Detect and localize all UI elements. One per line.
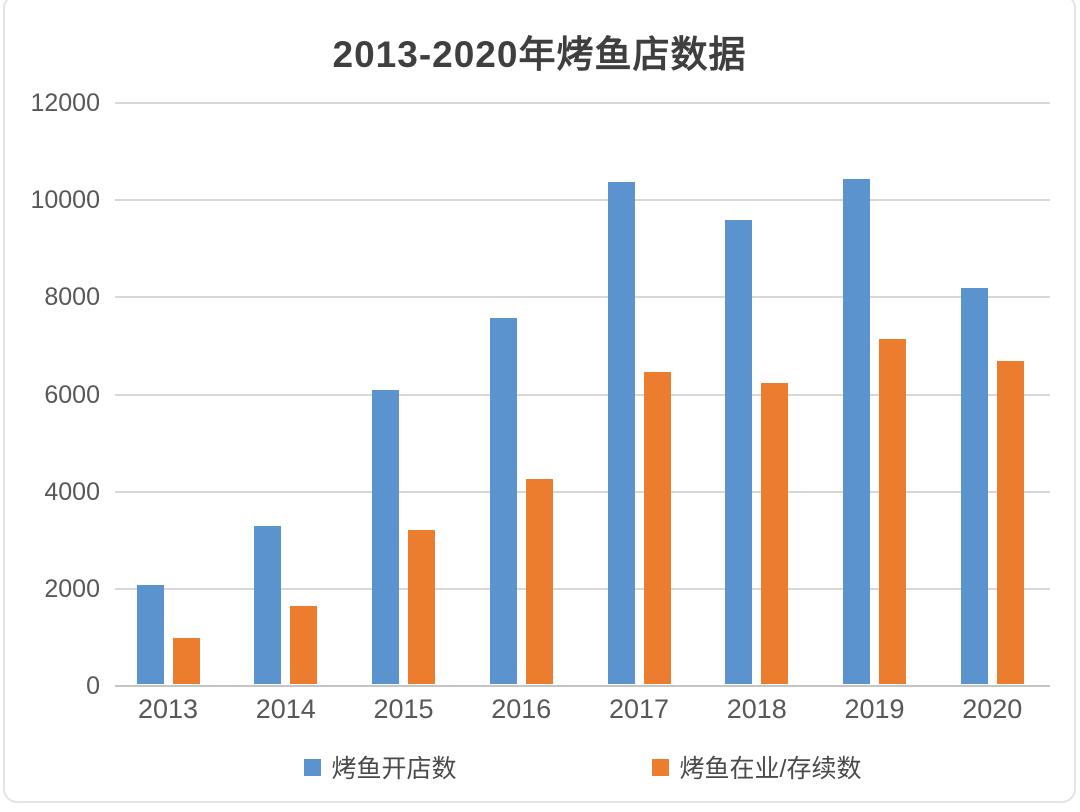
bar-active-2020 [996, 360, 1024, 684]
y-axis: 0 2000 4000 6000 8000 10000 12000 [5, 91, 100, 699]
bar-open-2017 [607, 182, 635, 684]
x-axis-label: 2017 [608, 694, 670, 724]
bar-active-2019 [879, 339, 906, 684]
bar-open-2016 [489, 317, 517, 684]
y-axis-tick-label: 10000 [30, 186, 100, 215]
bar-active-2016 [525, 478, 553, 684]
legend-label: 烤鱼在业/存续数 [679, 755, 862, 783]
x-axis-label: 2018 [726, 694, 787, 724]
gridline [115, 685, 1050, 687]
legend-swatch-icon [651, 758, 669, 776]
y-axis-tick-label: 8000 [44, 283, 100, 312]
legend-item-open-count: 烤鱼开店数 [303, 749, 457, 785]
x-axis-label: 2016 [491, 694, 552, 724]
bar-open-2020 [960, 287, 988, 684]
legend: 烤鱼开店数 烤鱼在业/存续数 [115, 749, 1050, 785]
x-axis-label: 2014 [255, 694, 316, 724]
bar-open-2014 [254, 526, 282, 684]
gridline [115, 199, 1050, 202]
x-axis-label: 2013 [137, 694, 199, 724]
bar-active-2018 [761, 382, 789, 684]
bar-open-2019 [843, 179, 870, 684]
gridline [115, 587, 1050, 590]
bar-active-2014 [290, 606, 318, 684]
x-axis: 2013 2014 2015 2016 2017 2018 2019 2020 [115, 694, 1050, 728]
gridline [115, 296, 1050, 299]
legend-label: 烤鱼开店数 [331, 755, 457, 783]
x-axis-label: 2020 [962, 694, 1023, 724]
bar-open-2015 [372, 389, 399, 684]
bar-active-2013 [172, 637, 200, 684]
y-axis-tick-label: 12000 [30, 89, 100, 117]
x-axis-label: 2019 [844, 694, 905, 724]
gridline [115, 393, 1050, 396]
chart-title: 2013-2020年烤鱼店数据 [332, 34, 747, 75]
bar-active-2017 [643, 372, 671, 684]
x-axis-label: 2015 [373, 694, 434, 724]
plot-area [115, 102, 1050, 687]
gridline [115, 102, 1050, 104]
bar-open-2018 [725, 220, 753, 684]
bar-active-2015 [408, 529, 435, 684]
legend-swatch-icon [303, 758, 321, 776]
legend-item-active-count: 烤鱼在业/存续数 [651, 749, 862, 785]
bar-open-2013 [136, 585, 164, 684]
y-axis-tick-label: 4000 [44, 477, 100, 506]
y-axis-tick-label: 2000 [44, 574, 100, 603]
y-axis-tick-label: 0 [86, 672, 100, 700]
gridline [115, 490, 1050, 493]
y-axis-tick-label: 6000 [44, 380, 100, 409]
chart-card: 2013-2020年烤鱼店数据 0 2000 4000 6000 8000 10000 12… [3, 0, 1076, 803]
